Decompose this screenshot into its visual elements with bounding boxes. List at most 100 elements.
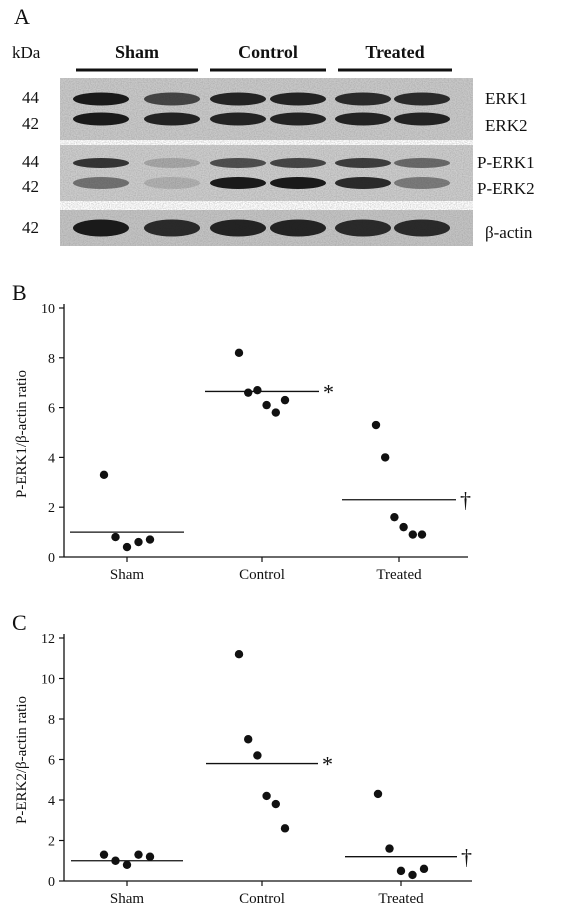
y-tick-label: 6: [48, 754, 55, 769]
data-point: [408, 530, 417, 539]
data-point: [253, 751, 262, 760]
panel-b-plot: 0 2 4 6 8 10 Sham Control Treated * †: [41, 302, 471, 583]
y-tick-label: 4: [48, 794, 55, 809]
data-point: [122, 860, 132, 869]
band-erk1: [73, 92, 129, 106]
data-point: [373, 789, 383, 799]
blot-bands: [73, 92, 450, 237]
band-perk1: [270, 158, 326, 168]
panel-c-plot: 0 2 4 6 8 10 12 Sham Control Treated * †: [41, 632, 472, 907]
data-point: [381, 453, 390, 462]
band-erk2: [394, 112, 450, 126]
data-point: [399, 522, 408, 532]
data-point: [271, 799, 280, 809]
data-point: [134, 537, 143, 547]
data-point: [134, 850, 143, 859]
band-erk1: [394, 92, 450, 106]
band-perk1: [73, 158, 129, 168]
mw-label-perk2: 42: [22, 177, 39, 196]
band-perk2: [210, 177, 266, 189]
panel-b-letter: B: [12, 280, 27, 305]
band-actin: [144, 219, 200, 237]
group-label-treated: Treated: [365, 42, 424, 62]
band-erk1: [335, 92, 391, 106]
panel-a-letter: A: [14, 4, 30, 29]
band-perk1: [144, 158, 200, 168]
significance-mark: †: [461, 845, 472, 870]
band-perk2: [73, 177, 129, 189]
y-tick-label: 10: [41, 673, 55, 688]
band-erk1: [144, 92, 200, 106]
panel-b-chart: B P-ERK1/β-actin ratio 0 2 4 6 8 10 Sham Contro…: [12, 280, 471, 583]
band-perk1: [210, 158, 266, 168]
kda-label: kDa: [12, 43, 41, 62]
y-tick-label: 0: [48, 551, 55, 566]
x-tick-label: Treated: [378, 891, 424, 907]
data-point: [390, 512, 399, 522]
y-tick-label: 12: [41, 632, 55, 647]
band-perk2: [335, 177, 391, 189]
data-point: [99, 850, 109, 859]
band-erk2: [335, 112, 391, 126]
y-tick-label: 8: [48, 713, 55, 728]
y-tick-label: 10: [41, 302, 55, 317]
band-label-erk1: ERK1: [485, 89, 528, 108]
panel-c-y-axis-label: P-ERK2/β-actin ratio: [14, 696, 30, 824]
band-perk2: [394, 177, 450, 189]
band-perk2: [270, 177, 326, 189]
panel-c-chart: C P-ERK2/β-actin ratio 0 2 4 6 8 10 12 Sham Cont…: [12, 610, 472, 907]
band-label-erk2: ERK2: [485, 116, 528, 135]
band-erk2: [270, 112, 326, 126]
group-label-control: Control: [238, 42, 298, 62]
data-point: [244, 735, 253, 744]
band-actin: [210, 219, 266, 237]
y-tick-label: 4: [48, 451, 55, 466]
y-tick-label: 8: [48, 352, 55, 367]
data-point: [262, 791, 271, 801]
band-perk1: [335, 158, 391, 168]
x-tick-label: Sham: [110, 891, 145, 907]
band-label-perk1: P-ERK1: [477, 153, 535, 172]
mw-label-actin: 42: [22, 218, 39, 237]
data-point: [234, 650, 244, 659]
data-point: [271, 408, 280, 417]
significance-mark: *: [322, 752, 333, 777]
x-tick-label: Control: [239, 891, 285, 907]
data-point: [385, 844, 394, 853]
band-perk2: [144, 177, 200, 189]
data-point: [145, 535, 155, 544]
band-erk2: [144, 112, 200, 126]
band-label-perk2: P-ERK2: [477, 179, 535, 198]
data-point: [419, 864, 429, 874]
panel-a: A kDa Sham Control Treated 44 42 44 42 4…: [12, 4, 535, 246]
significance-mark: †: [460, 488, 471, 513]
mw-label-erk1: 44: [22, 88, 40, 107]
data-point: [122, 542, 132, 552]
band-actin: [270, 219, 326, 237]
y-tick-label: 2: [48, 835, 55, 850]
group-label-sham: Sham: [115, 42, 159, 62]
data-point: [253, 385, 262, 395]
band-actin: [335, 219, 391, 237]
y-tick-label: 6: [48, 402, 55, 417]
data-point: [280, 395, 290, 405]
data-point: [244, 388, 253, 397]
data-point: [99, 470, 109, 480]
mw-label-perk1: 44: [22, 152, 40, 171]
band-actin: [73, 219, 129, 237]
data-point: [417, 530, 427, 539]
x-tick-label: Sham: [110, 567, 145, 583]
band-erk1: [210, 92, 266, 106]
data-point: [371, 420, 381, 430]
y-tick-label: 2: [48, 501, 55, 516]
band-erk2: [210, 112, 266, 126]
data-point: [234, 348, 244, 358]
panel-b-y-axis-label: P-ERK1/β-actin ratio: [14, 370, 30, 498]
mw-label-erk2: 42: [22, 114, 39, 133]
panel-c-letter: C: [12, 610, 27, 635]
data-point: [280, 824, 290, 833]
data-point: [262, 400, 271, 410]
band-erk1: [270, 92, 326, 106]
data-point: [396, 866, 406, 876]
data-point: [111, 532, 120, 542]
